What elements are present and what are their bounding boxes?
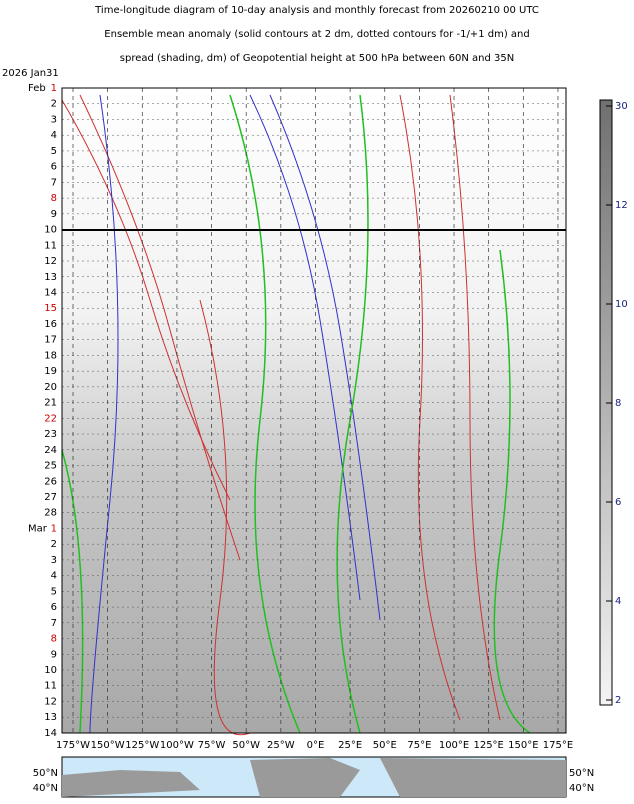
day-label: 25 (44, 461, 57, 472)
day-label: 7 (51, 177, 57, 188)
x-tick-label: 175°W (56, 740, 90, 751)
title-line: spread (shading, dm) of Geopotential hei… (120, 53, 514, 64)
day-label: 9 (51, 649, 57, 660)
day-label: 5 (51, 146, 57, 157)
day-label: 1 (51, 523, 57, 534)
day-label: 23 (44, 429, 57, 440)
x-tick-label: 75°W (198, 740, 226, 751)
x-tick-label: 25°W (267, 740, 295, 751)
start-date: 2026 Jan31 (2, 68, 59, 79)
day-label: 24 (44, 445, 57, 456)
colorbar-label: 2 (615, 695, 621, 706)
day-label: 18 (44, 350, 57, 361)
day-label: 16 (44, 319, 57, 330)
lat-label: 40°N (569, 783, 594, 794)
x-tick-label: 150°W (91, 740, 125, 751)
month-label: Feb (28, 83, 46, 94)
day-label: 11 (44, 681, 57, 692)
colorbar-label: 4 (615, 596, 621, 607)
day-label: 19 (44, 366, 57, 377)
day-label: 28 (44, 508, 57, 519)
x-tick-label: 125°E (473, 740, 503, 751)
day-label: 6 (51, 162, 57, 173)
day-label: 27 (44, 492, 57, 503)
day-label: 2 (51, 99, 57, 110)
day-label: 10 (44, 665, 57, 676)
contours (61, 94, 531, 736)
plot-frame (61, 87, 567, 734)
day-label: 4 (51, 130, 57, 141)
x-tick-label: 50°W (232, 740, 260, 751)
day-label: 3 (51, 114, 57, 125)
day-label: 13 (44, 272, 57, 283)
x-tick-label: 100°W (160, 740, 194, 751)
day-label: 2 (51, 539, 57, 550)
colorbar-label: 10 (615, 299, 628, 310)
day-label: 8 (51, 634, 57, 645)
day-label: 26 (44, 476, 57, 487)
x-tick-label: 100°E (439, 740, 469, 751)
day-label: 10 (44, 225, 57, 236)
day-label: 12 (44, 256, 57, 267)
day-label: 14 (44, 728, 57, 739)
day-label: 5 (51, 586, 57, 597)
lat-label: 40°N (33, 783, 58, 794)
day-label: 1 (51, 83, 57, 94)
day-label: 20 (44, 382, 57, 393)
day-label: 4 (51, 571, 57, 582)
day-label: 15 (44, 303, 57, 314)
x-tick-label: 75°E (407, 740, 431, 751)
lat-label: 50°N (569, 768, 594, 779)
x-tick-label: 125°W (125, 740, 159, 751)
x-tick-label: 175°E (543, 740, 573, 751)
day-label: 3 (51, 555, 57, 566)
x-tick-label: 25°E (338, 740, 362, 751)
day-label: 21 (44, 398, 57, 409)
land (62, 758, 566, 797)
day-label: 13 (44, 712, 57, 723)
colorbar-label: 12 (615, 200, 628, 211)
colorbar-label: 30 (615, 101, 628, 112)
day-label: 22 (44, 413, 57, 424)
day-label: 11 (44, 240, 57, 251)
day-label: 6 (51, 602, 57, 613)
x-tick-label: 50°E (373, 740, 397, 751)
colorbar-label: 6 (615, 497, 621, 508)
day-label: 7 (51, 618, 57, 629)
title-line: Time-longitude diagram of 10-day analysi… (94, 5, 539, 16)
day-label: 17 (44, 335, 57, 346)
spread-shading (62, 88, 566, 733)
day-label: 9 (51, 209, 57, 220)
day-label: 12 (44, 696, 57, 707)
title-line: Ensemble mean anomaly (solid contours at… (104, 29, 529, 40)
colorbar-label: 8 (615, 398, 621, 409)
day-label: 8 (51, 193, 57, 204)
x-tick-label: 150°E (508, 740, 538, 751)
x-tick-label: 0°E (307, 740, 325, 751)
month-label: Mar (28, 523, 48, 534)
day-label: 14 (44, 287, 57, 298)
lat-label: 50°N (33, 768, 58, 779)
